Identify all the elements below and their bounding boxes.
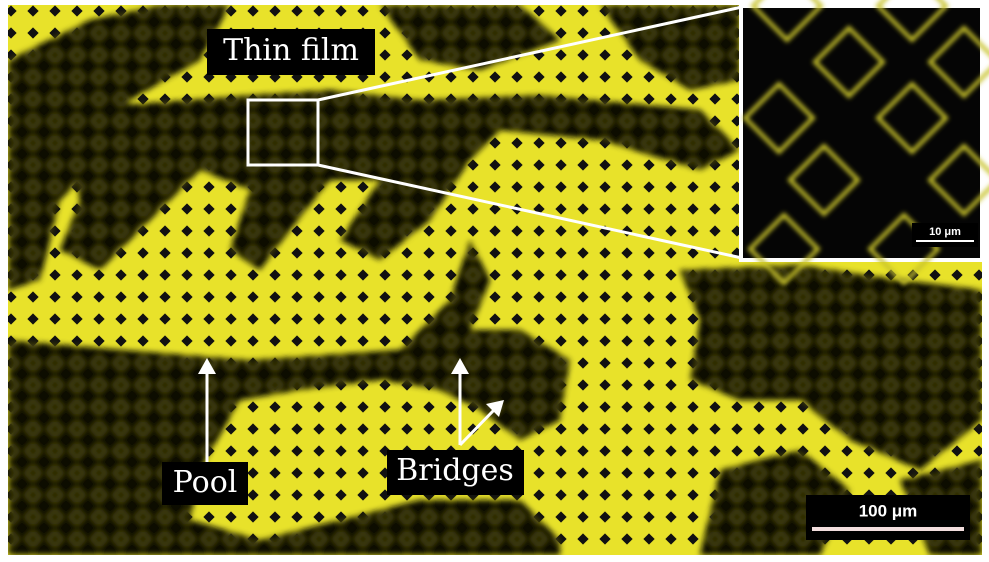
inset: 10 μm — [739, 0, 989, 286]
arrow-head — [486, 400, 504, 417]
zoom-line — [317, 5, 743, 102]
label-box — [162, 462, 248, 505]
label-thin-film: Thin film — [223, 33, 359, 68]
label-box — [387, 450, 524, 495]
label-box — [207, 29, 375, 75]
zoom-line — [317, 163, 743, 260]
label-pool: Pool — [173, 465, 238, 500]
scale-label: 100 μm — [859, 501, 918, 520]
inset-scale-box — [912, 223, 978, 247]
arrows — [198, 358, 504, 465]
label-bridges: Bridges — [396, 453, 514, 488]
pools — [8, 5, 982, 555]
zoom-box — [246, 98, 320, 167]
arrow — [458, 408, 496, 447]
arrow-head — [198, 358, 216, 374]
inset-pillars — [742, 0, 989, 286]
scale-box — [806, 495, 970, 540]
arrow-head — [451, 358, 469, 374]
inset-scale-label: 10 μm — [929, 226, 961, 238]
